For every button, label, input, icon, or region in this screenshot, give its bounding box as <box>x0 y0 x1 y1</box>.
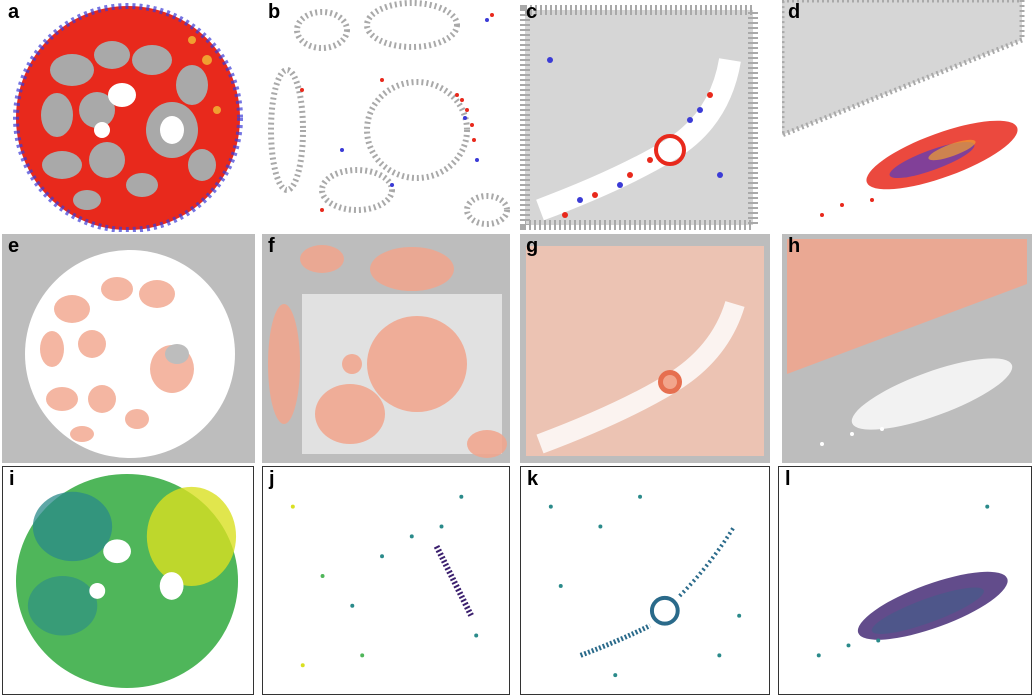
heatmap-overview-e <box>25 250 235 458</box>
panel-label-h: h <box>788 235 801 257</box>
panel-b: b <box>262 0 510 232</box>
panel-i: i <box>2 466 254 695</box>
heatmap-g <box>526 246 764 456</box>
cells-scatter-d <box>782 0 1025 217</box>
tissue-segmentation-overview <box>13 3 243 232</box>
panel-label-e: e <box>8 235 20 257</box>
density-overview-i <box>15 473 239 689</box>
panel-d: d <box>782 0 1032 232</box>
panel-label-b: b <box>268 1 281 23</box>
panel-h: h <box>782 234 1032 463</box>
density-scatter-k <box>548 494 742 678</box>
panel-f: f <box>262 234 510 463</box>
panel-label-g: g <box>526 235 539 257</box>
heatmap-f <box>268 245 507 458</box>
panel-label-a: a <box>8 1 20 23</box>
cells-scatter-b <box>262 0 510 232</box>
heatmap-h <box>787 239 1027 446</box>
panel-label-j: j <box>269 468 275 490</box>
panel-a: a <box>2 0 250 232</box>
panel-label-c: c <box>526 1 538 23</box>
panel-e: e <box>2 234 255 463</box>
panel-label-k: k <box>527 468 539 490</box>
density-scatter-l <box>816 504 1008 658</box>
cells-scatter-c <box>520 5 758 230</box>
density-scatter-j <box>290 494 479 668</box>
panel-label-i: i <box>9 468 15 490</box>
panel-label-d: d <box>788 1 801 23</box>
panel-c: c <box>520 0 758 232</box>
panel-label-l: l <box>785 468 791 490</box>
panel-l: l <box>778 466 1032 695</box>
panel-label-f: f <box>268 235 275 257</box>
panel-g: g <box>520 234 770 463</box>
panel-j: j <box>262 466 510 695</box>
panel-k: k <box>520 466 770 695</box>
